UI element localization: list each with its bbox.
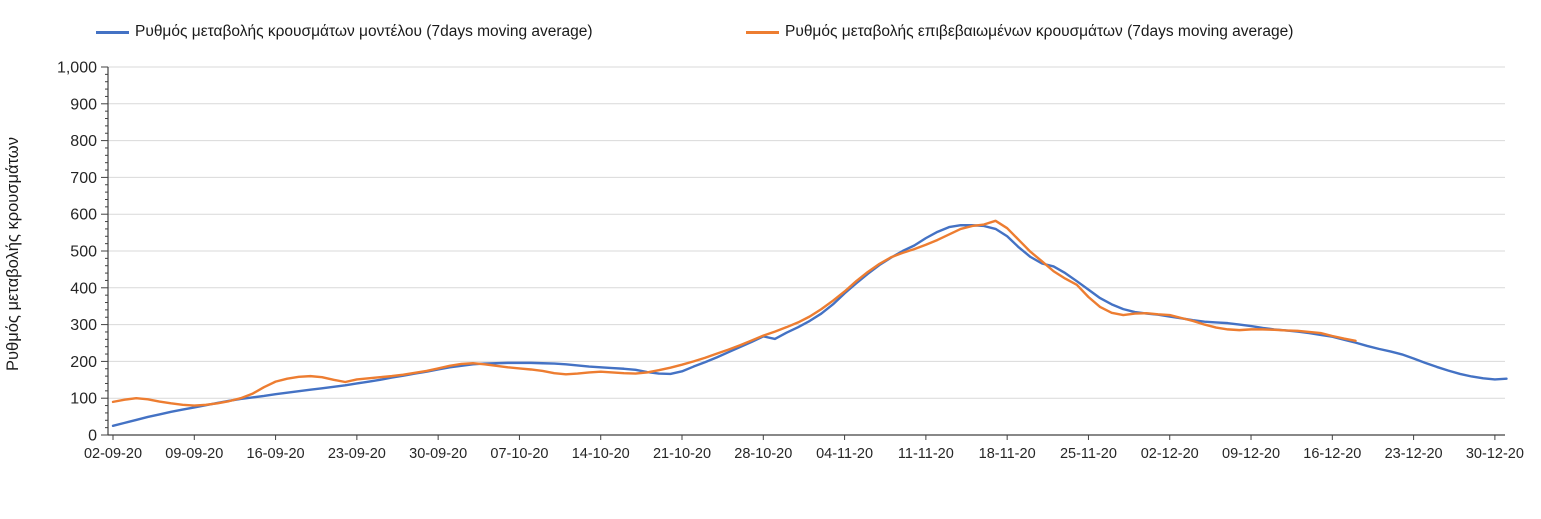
series-line-confirmed: [111, 219, 1357, 407]
x-tick-label: 18-11-20: [979, 446, 1036, 462]
legend-item-model: Ρυθμός μεταβολής κρουσμάτων μοντέλου (7d…: [96, 22, 593, 42]
legend-line-swatch-model: [96, 30, 129, 34]
x-tick-label: 02-12-20: [1141, 446, 1199, 462]
x-tick-label: 21-10-20: [653, 446, 711, 462]
y-tick-label: 0: [88, 428, 97, 445]
y-tick-label: 700: [70, 170, 97, 187]
x-tick-label: 30-12-20: [1466, 446, 1524, 462]
x-tick-label: 16-09-20: [247, 446, 305, 462]
x-tick-label: 04-11-20: [816, 446, 873, 462]
legend-line-swatch-confirmed: [746, 30, 779, 34]
legend-label-model: Ρυθμός μεταβολής κρουσμάτων μοντέλου (7d…: [135, 23, 593, 40]
x-tick-label: 07-10-20: [490, 446, 548, 462]
legend-label-confirmed: Ρυθμός μεταβολής επιβεβαιωμένων κρουσμάτ…: [785, 23, 1294, 40]
x-tick-label: 25-11-20: [1060, 446, 1117, 462]
x-tick-label: 23-12-20: [1385, 446, 1443, 462]
x-tick-label: 09-09-20: [165, 446, 223, 462]
y-axis-title: Ρυθμός μεταβολής κρουσμάτων: [4, 137, 22, 371]
x-tick-label: 11-11-20: [898, 446, 954, 462]
x-tick-label: 14-10-20: [572, 446, 630, 462]
x-tick-label: 28-10-20: [734, 446, 792, 462]
x-tick-label: 30-09-20: [409, 446, 467, 462]
y-tick-label: 800: [70, 133, 97, 150]
y-tick-label: 100: [70, 391, 97, 408]
y-tick-label: 1,000: [57, 60, 97, 77]
x-tick-label: 02-09-20: [84, 446, 142, 462]
legend: Ρυθμός μεταβολής κρουσμάτων μοντέλου (7d…: [0, 22, 1541, 44]
y-tick-label: 300: [70, 317, 97, 334]
legend-item-confirmed: Ρυθμός μεταβολής επιβεβαιωμένων κρουσμάτ…: [746, 22, 1293, 42]
y-tick-label: 400: [70, 280, 97, 297]
y-tick-label: 200: [70, 354, 97, 371]
series-line-model: [111, 224, 1508, 427]
y-tick-label: 500: [70, 244, 97, 261]
y-tick-label: 600: [70, 207, 97, 224]
x-tick-label: 09-12-20: [1222, 446, 1280, 462]
y-tick-label: 900: [70, 96, 97, 113]
x-tick-label: 16-12-20: [1303, 446, 1361, 462]
x-tick-label: 23-09-20: [328, 446, 386, 462]
